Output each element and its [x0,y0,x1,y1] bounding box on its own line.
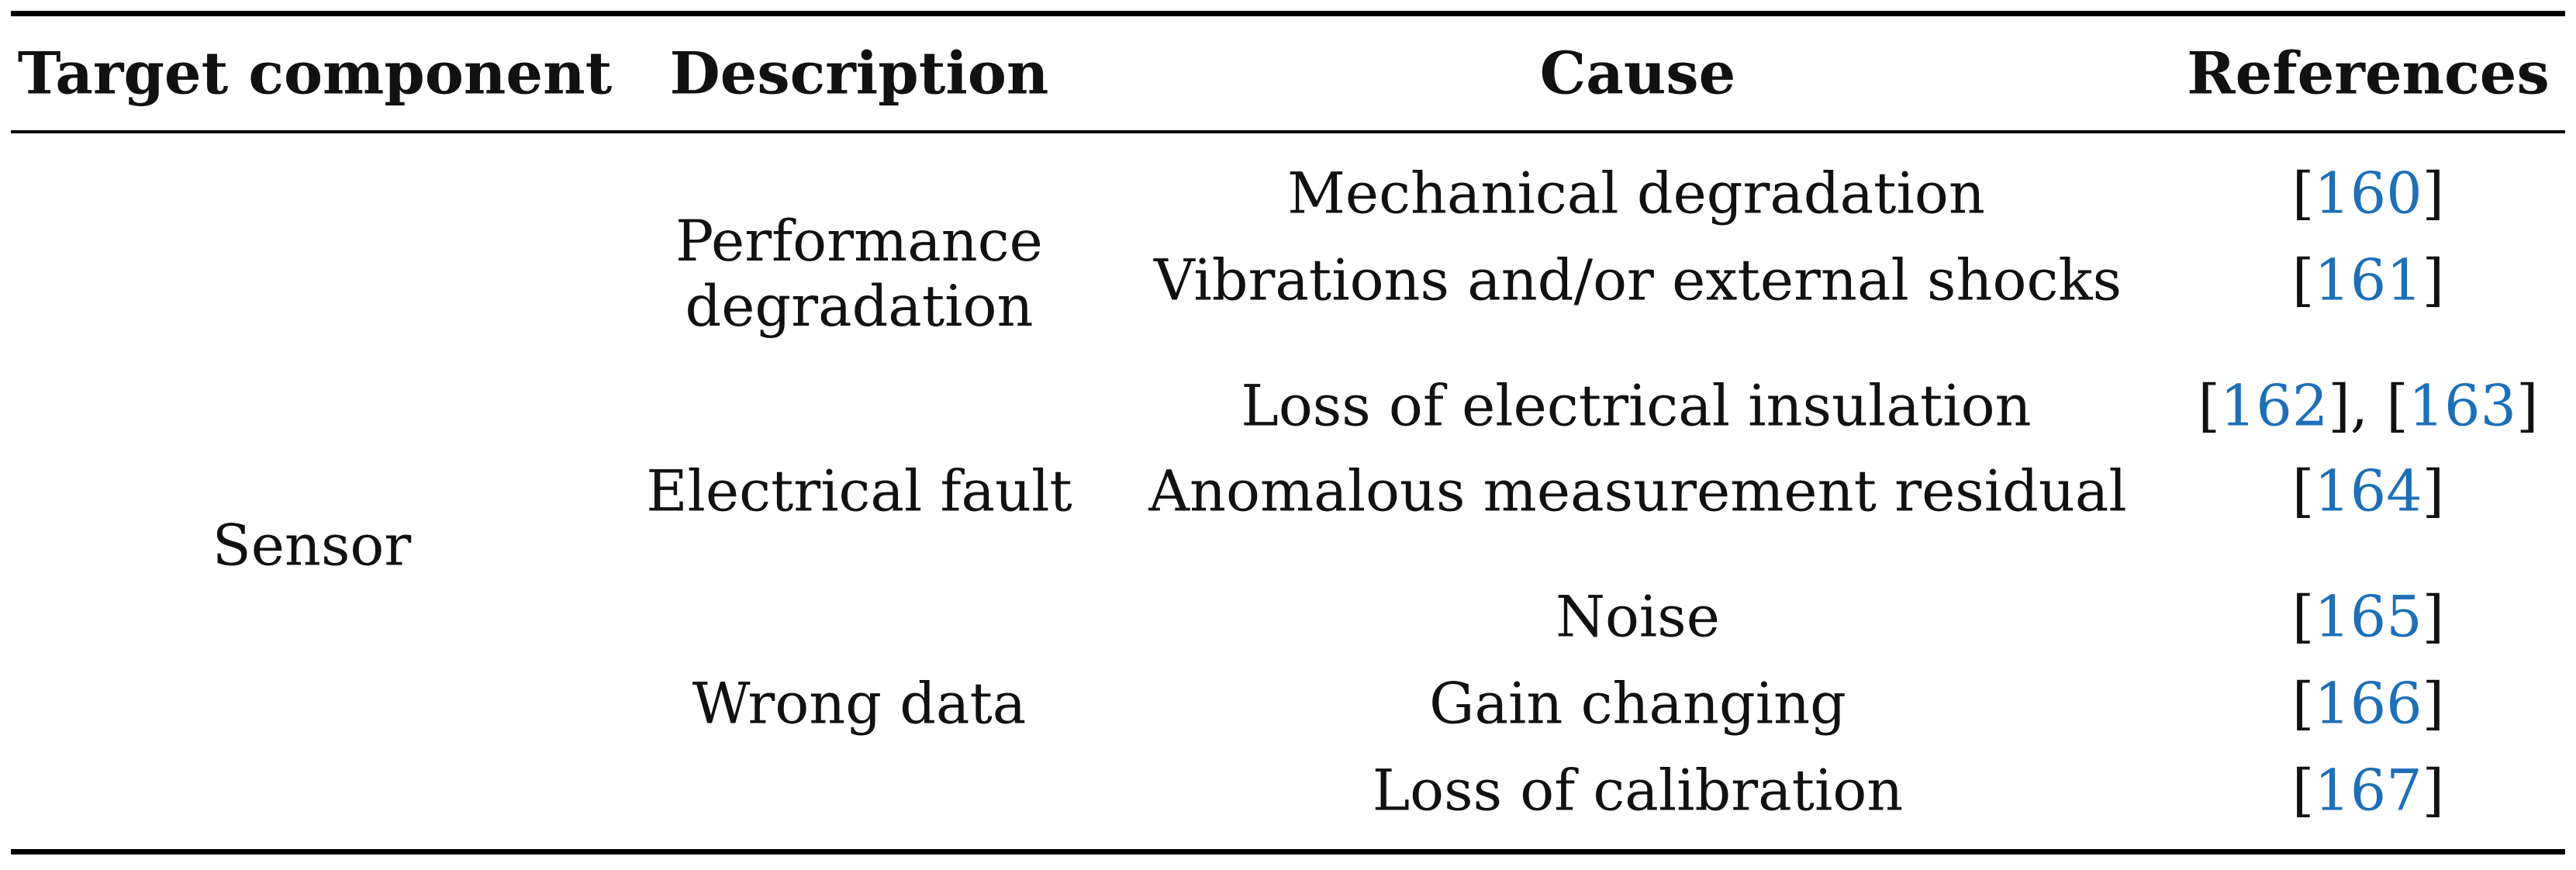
citation-link[interactable]: 166 [2314,671,2422,737]
cause-cell: Mechanical degradation [1287,161,1985,227]
cause-cell: Loss of electrical insulation [1241,373,2032,440]
header-cause: Cause [1539,39,1736,108]
reference-cell: [166] [2291,671,2445,737]
header-target-component: Target component [17,39,613,108]
citation-link[interactable]: 162 [2219,373,2329,440]
reference-cell: [162], [163] [2198,373,2539,440]
cause-cell: Gain changing [1429,671,1846,737]
reference-cell: [165] [2291,584,2445,651]
reference-cell: [167] [2291,758,2445,824]
description-line: degradation [685,274,1034,340]
description-performance-degradation: Performance degradation [675,209,1043,340]
reference-cell: [160] [2291,161,2445,227]
table-top-rule [11,11,2565,16]
cause-cell: Anomalous measurement residual [1148,458,2127,525]
header-references: References [2187,39,2550,108]
reference-cell: [164] [2291,458,2445,525]
citation-link[interactable]: 167 [2314,758,2422,824]
target-component-cell: Sensor [212,513,412,579]
cause-cell: Loss of calibration [1372,758,1904,824]
table-bottom-rule [11,849,2565,854]
citation-link[interactable]: 163 [2408,373,2517,440]
reference-cell: [161] [2291,247,2445,314]
description-wrong-data: Wrong data [692,671,1027,737]
cause-cell: Noise [1556,584,1720,651]
header-description: Description [669,39,1049,108]
description-electrical-fault: Electrical fault [646,458,1072,525]
citation-link[interactable]: 161 [2314,247,2422,314]
description-line: Performance [675,209,1043,274]
cause-cell: Vibrations and/or external shocks [1153,247,2122,314]
citation-link[interactable]: 164 [2314,458,2422,525]
citation-link[interactable]: 160 [2314,161,2422,227]
citation-link[interactable]: 165 [2314,584,2422,651]
table-header-rule [11,130,2565,133]
